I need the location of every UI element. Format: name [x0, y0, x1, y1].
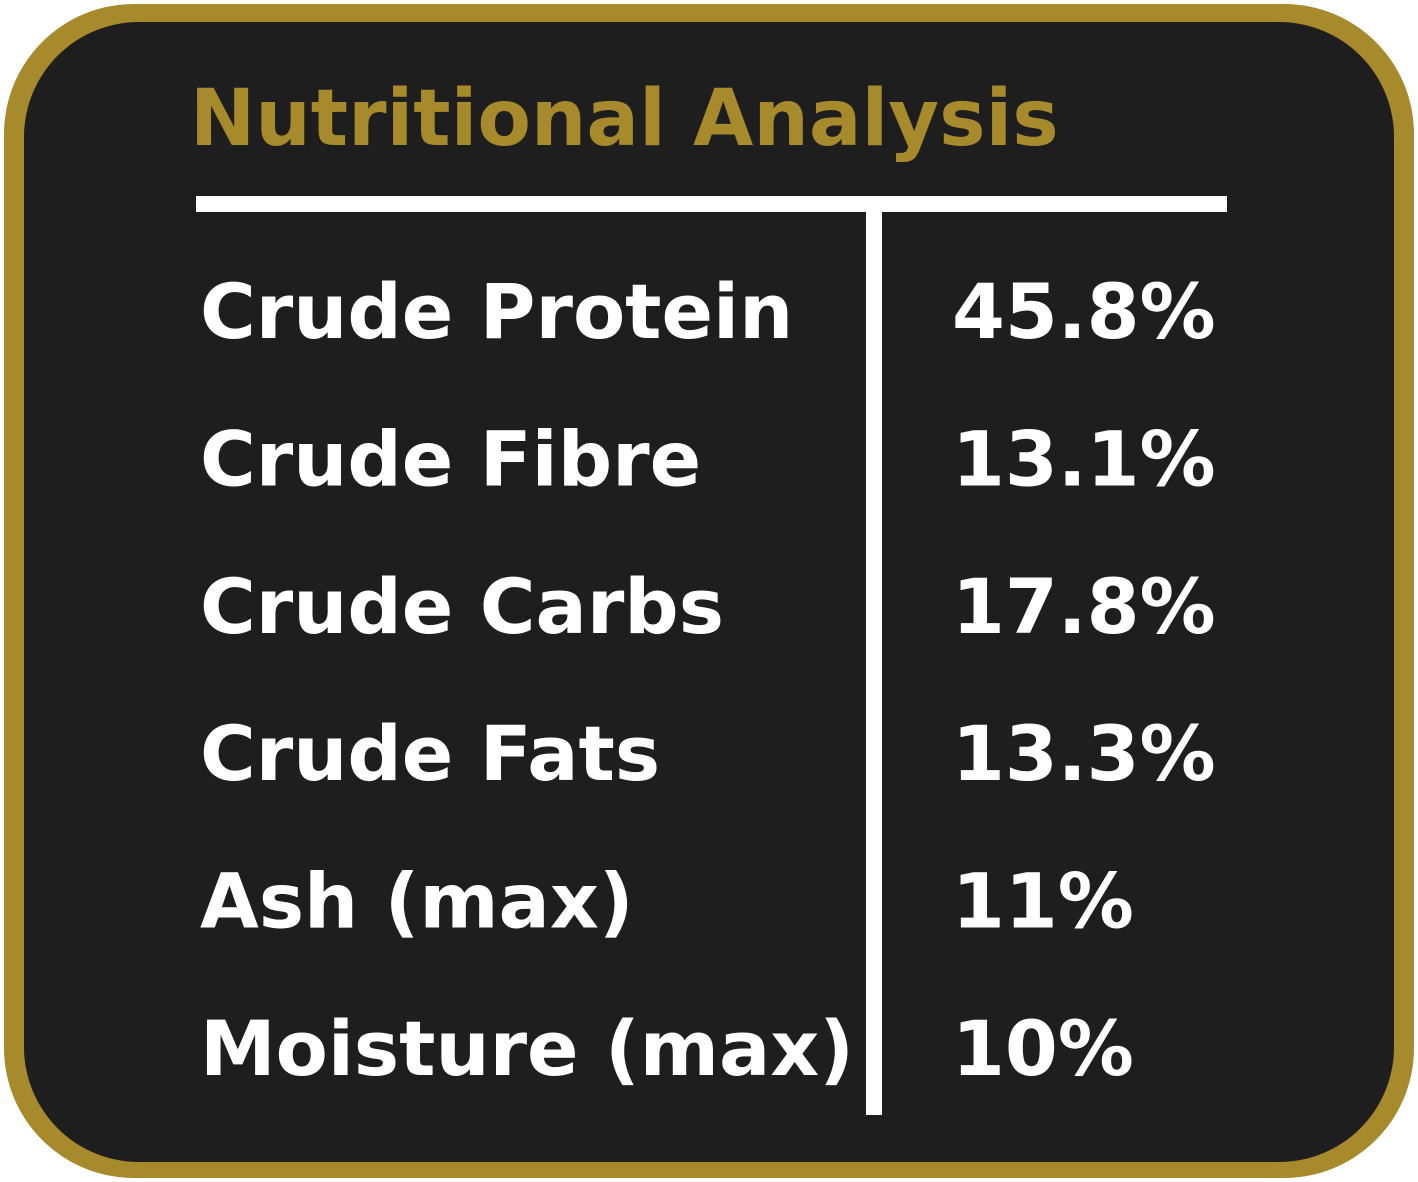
- table-body: Crude Protein 45.8% Crude Fibre 13.1% Crude …: [200, 267, 1216, 1093]
- row-label: Crude Fats: [200, 709, 660, 798]
- title: Nutritional Analysis: [190, 74, 1059, 164]
- row-label: Crude Carbs: [200, 562, 724, 651]
- row-value: 45.8%: [952, 267, 1216, 356]
- row-value: 11%: [952, 857, 1134, 946]
- row-label: Crude Fibre: [200, 414, 701, 503]
- column-divider: [866, 212, 882, 1115]
- row-label: Crude Protein: [200, 267, 793, 356]
- header-rule: [196, 196, 1227, 212]
- card-background: [24, 22, 1394, 1162]
- row-value: 10%: [952, 1004, 1134, 1093]
- row-label: Moisture (max): [200, 1004, 854, 1093]
- row-value: 13.3%: [952, 709, 1216, 798]
- row-label: Ash (max): [200, 857, 634, 946]
- row-value: 17.8%: [952, 562, 1216, 651]
- row-value: 13.1%: [952, 414, 1216, 503]
